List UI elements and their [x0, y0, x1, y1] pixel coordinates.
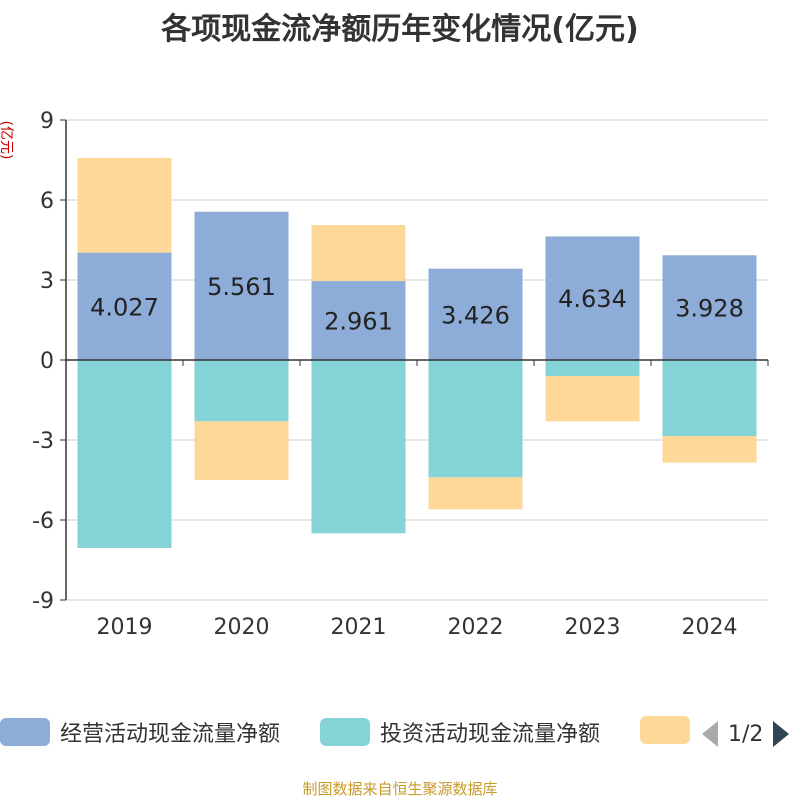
bar-investing-2024[interactable]	[662, 360, 757, 436]
data-label-2020: 5.561	[207, 273, 276, 301]
legend-item-investing[interactable]: 投资活动现金流量净额	[320, 716, 600, 748]
axis-layer	[60, 119, 769, 601]
data-label-2022: 3.426	[441, 301, 510, 329]
bar-investing-2019[interactable]	[77, 360, 172, 548]
label-layer: 9 6 3 0 -3 -6 -9 4.027 2019 5.561 2020 2.961 2021 3.4…	[32, 109, 744, 640]
grid-layer	[66, 119, 768, 601]
legend-swatch-investing	[320, 718, 370, 746]
legend-label-operating: 经营活动现金流量净额	[60, 722, 281, 747]
y-tick-label: -6	[32, 509, 54, 534]
bar-investing-2023[interactable]	[545, 360, 640, 376]
bar-financing-2021[interactable]	[311, 225, 406, 282]
bar-financing-2024[interactable]	[662, 436, 757, 463]
y-tick-label: -9	[32, 589, 54, 614]
legend-swatch-operating	[0, 718, 50, 746]
data-label-2023: 4.634	[558, 285, 627, 313]
x-tick-label-2024: 2024	[682, 615, 738, 640]
x-tick-label-2019: 2019	[97, 615, 153, 640]
legend-label-investing: 投资活动现金流量净额	[380, 722, 601, 747]
pager-text: 1/2	[728, 721, 764, 747]
bar-financing-2019[interactable]	[77, 157, 172, 253]
bar-operating-2022[interactable]	[428, 268, 523, 360]
chart-title: 各项现金流净额历年变化情况(亿元)	[161, 12, 639, 47]
legend-swatch-financing	[640, 716, 690, 744]
x-tick-label-2023: 2023	[565, 615, 621, 640]
bar-operating-2021[interactable]	[311, 281, 406, 360]
legend-item-operating[interactable]: 经营活动现金流量净额	[0, 716, 280, 748]
legend-item-financing[interactable]	[640, 716, 690, 744]
legend: 经营活动现金流量净额 投资活动现金流量净额 1/2	[0, 716, 800, 752]
bar-investing-2020[interactable]	[194, 360, 289, 422]
chart-plot: 9 6 3 0 -3 -6 -9 4.027 2019 5.561 2020 2.961 2021 3.4…	[32, 109, 769, 640]
y-tick-label: 9	[40, 109, 54, 134]
legend-pager: 1/2	[700, 716, 791, 752]
bar-financing-2020[interactable]	[194, 421, 289, 480]
bar-operating-2020[interactable]	[194, 211, 289, 360]
x-tick-label-2020: 2020	[214, 615, 270, 640]
y-tick-label: 6	[40, 189, 54, 214]
y-tick-label: 3	[40, 269, 54, 294]
data-label-2021: 2.961	[324, 308, 393, 336]
bar-investing-2021[interactable]	[311, 360, 406, 534]
bar-financing-2022[interactable]	[428, 477, 523, 510]
pager-prev-icon[interactable]	[700, 719, 722, 749]
y-tick-label: -3	[32, 429, 54, 454]
bar-operating-2019[interactable]	[77, 252, 172, 360]
data-label-2024: 3.928	[675, 295, 744, 323]
x-tick-label-2022: 2022	[448, 615, 504, 640]
bar-layer	[77, 157, 757, 548]
bar-operating-2023[interactable]	[545, 236, 640, 360]
bar-investing-2022[interactable]	[428, 360, 523, 478]
x-tick-label-2021: 2021	[331, 615, 387, 640]
y-tick-label: 0	[40, 349, 54, 374]
bar-operating-2024[interactable]	[662, 255, 757, 360]
footer-source: 制图数据来自恒生聚源数据库	[302, 780, 498, 798]
bar-financing-2023[interactable]	[545, 376, 640, 422]
pager-next-icon[interactable]	[769, 719, 791, 749]
data-label-2019: 4.027	[90, 293, 159, 321]
